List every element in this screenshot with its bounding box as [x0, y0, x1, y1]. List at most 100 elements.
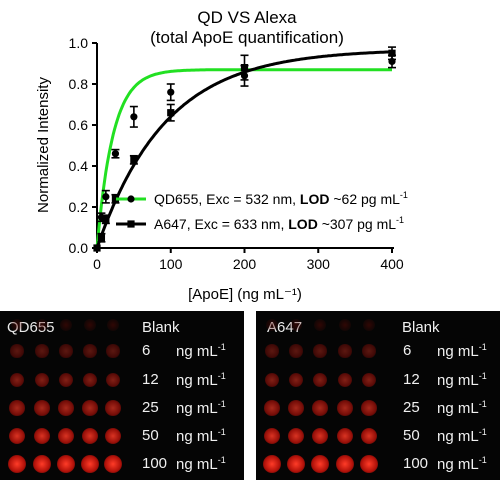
legend-text-part: QD655, Exc = 532 nm, — [154, 191, 300, 207]
x-axis-label: [ApoE] (ng mL⁻¹) — [188, 286, 302, 303]
a647-point — [93, 244, 101, 252]
unit-exponent: -1 — [217, 399, 226, 409]
unit-exponent: -1 — [478, 455, 487, 465]
legend-unit-exponent: -1 — [400, 190, 408, 200]
a647-spot — [263, 455, 281, 473]
unit-exponent: -1 — [217, 371, 226, 381]
unit-exponent: -1 — [217, 455, 226, 465]
qd655-spot — [83, 344, 97, 358]
a647-spot — [311, 427, 329, 445]
unit-text: ng mL — [176, 456, 218, 473]
qd655-spot — [9, 372, 25, 388]
legend-text-part: ~62 pg mL — [329, 191, 400, 207]
qd655-spot — [82, 372, 98, 388]
unit-text: ng mL — [176, 343, 218, 360]
qd655-spot — [10, 344, 24, 358]
blank-label-left: Blank — [142, 319, 180, 336]
a647-point — [111, 195, 120, 203]
qd655-spot — [60, 319, 72, 331]
qd655-conc-label: 100 — [142, 455, 168, 472]
qd655-spot — [8, 427, 26, 445]
qd655-spot — [82, 400, 98, 416]
unit-text: ng mL — [176, 400, 218, 417]
y-tick-label: 0.0 — [69, 240, 89, 256]
a647-spot — [290, 319, 302, 331]
legend: QD655, Exc = 532 nm, LOD ~62 pg mL-1A647… — [116, 190, 408, 232]
x-tick-label: 400 — [380, 256, 404, 272]
qd655-spot — [84, 319, 96, 331]
qd655-spot — [34, 372, 50, 388]
legend-text-part: LOD — [300, 191, 330, 207]
unit-text: ng mL — [437, 343, 479, 360]
legend-marker — [127, 195, 135, 203]
unit-exponent: -1 — [478, 427, 487, 437]
a647-spot — [263, 427, 281, 445]
qd655-spot — [104, 455, 122, 473]
a647-spot — [313, 344, 327, 358]
a647-spot — [314, 319, 326, 331]
data-points — [93, 46, 396, 252]
qd655-spot — [58, 400, 74, 416]
a647-spot — [338, 344, 352, 358]
a647-spot — [264, 400, 280, 416]
qd655-spot — [33, 427, 51, 445]
x-tick-label: 0 — [93, 256, 101, 272]
a647-spot — [363, 319, 375, 331]
qd655-spot — [107, 319, 119, 331]
qd655-point — [102, 193, 110, 201]
unit-exponent: -1 — [478, 399, 487, 409]
qd655-spot — [11, 319, 23, 331]
qd655-conc-label: 50 — [142, 427, 159, 444]
unit-text: ng mL — [437, 400, 479, 417]
a647-spot — [312, 372, 328, 388]
unit-exponent: -1 — [478, 371, 487, 381]
a647-conc-label: 100 — [403, 455, 429, 472]
y-tick-label: 0.2 — [69, 199, 89, 215]
qd655-spot — [8, 455, 26, 473]
qd655-spot — [35, 344, 49, 358]
legend-text-part: ~307 pg mL — [318, 216, 396, 232]
a647-point — [388, 49, 396, 57]
chart-subtitle: (total ApoE quantification) — [150, 28, 344, 47]
a647-spot — [287, 455, 305, 473]
a647-spot — [266, 319, 278, 331]
a647-point — [167, 109, 175, 117]
qd655-point — [130, 113, 138, 121]
a647-conc-label: 12 — [403, 371, 420, 388]
a647-spot — [336, 455, 354, 473]
y-axis-label: Normalized Intensity — [35, 77, 52, 213]
a647-spot — [287, 427, 305, 445]
unit-text: ng mL — [437, 372, 479, 389]
x-tick-label: 100 — [159, 256, 183, 272]
a647-spot — [361, 400, 377, 416]
x-tick-label: 300 — [307, 256, 331, 272]
blank-label-right: Blank — [402, 319, 440, 336]
calibration-chart: QD VS Alexa (total ApoE quantification) … — [35, 8, 408, 303]
qd655-spot — [106, 344, 120, 358]
legend-text-part: A647, Exc = 633 nm, — [154, 216, 288, 232]
qd655-unit-label: ng mL-1 — [176, 342, 226, 360]
qd655-point — [111, 150, 120, 158]
a647-unit-label: ng mL-1 — [437, 342, 487, 360]
qd655-spot — [104, 427, 122, 445]
a647-unit-label: ng mL-1 — [437, 427, 487, 445]
a647-spot-array: A647 Blank 6 ng mL-1 12 ng mL-1 25 ng mL-1 50 n… — [256, 311, 500, 480]
a647-spot — [360, 455, 378, 473]
a647-spot — [288, 372, 304, 388]
x-tick-label: 200 — [233, 256, 257, 272]
legend-unit-exponent: -1 — [396, 215, 404, 225]
unit-exponent: -1 — [217, 427, 226, 437]
qd655-spot — [33, 455, 51, 473]
unit-text: ng mL — [176, 372, 218, 389]
qd655-unit-label: ng mL-1 — [176, 455, 226, 473]
qd655-unit-label: ng mL-1 — [176, 399, 226, 417]
a647-point — [130, 156, 138, 164]
qd655-conc-label: 6 — [142, 342, 151, 359]
unit-exponent: -1 — [478, 342, 487, 352]
a647-point — [240, 64, 249, 72]
a647-spot — [362, 344, 376, 358]
unit-exponent: -1 — [217, 342, 226, 352]
qd655-spot — [57, 427, 75, 445]
y-tick-label: 0.8 — [69, 76, 89, 92]
qd655-spot — [57, 455, 75, 473]
